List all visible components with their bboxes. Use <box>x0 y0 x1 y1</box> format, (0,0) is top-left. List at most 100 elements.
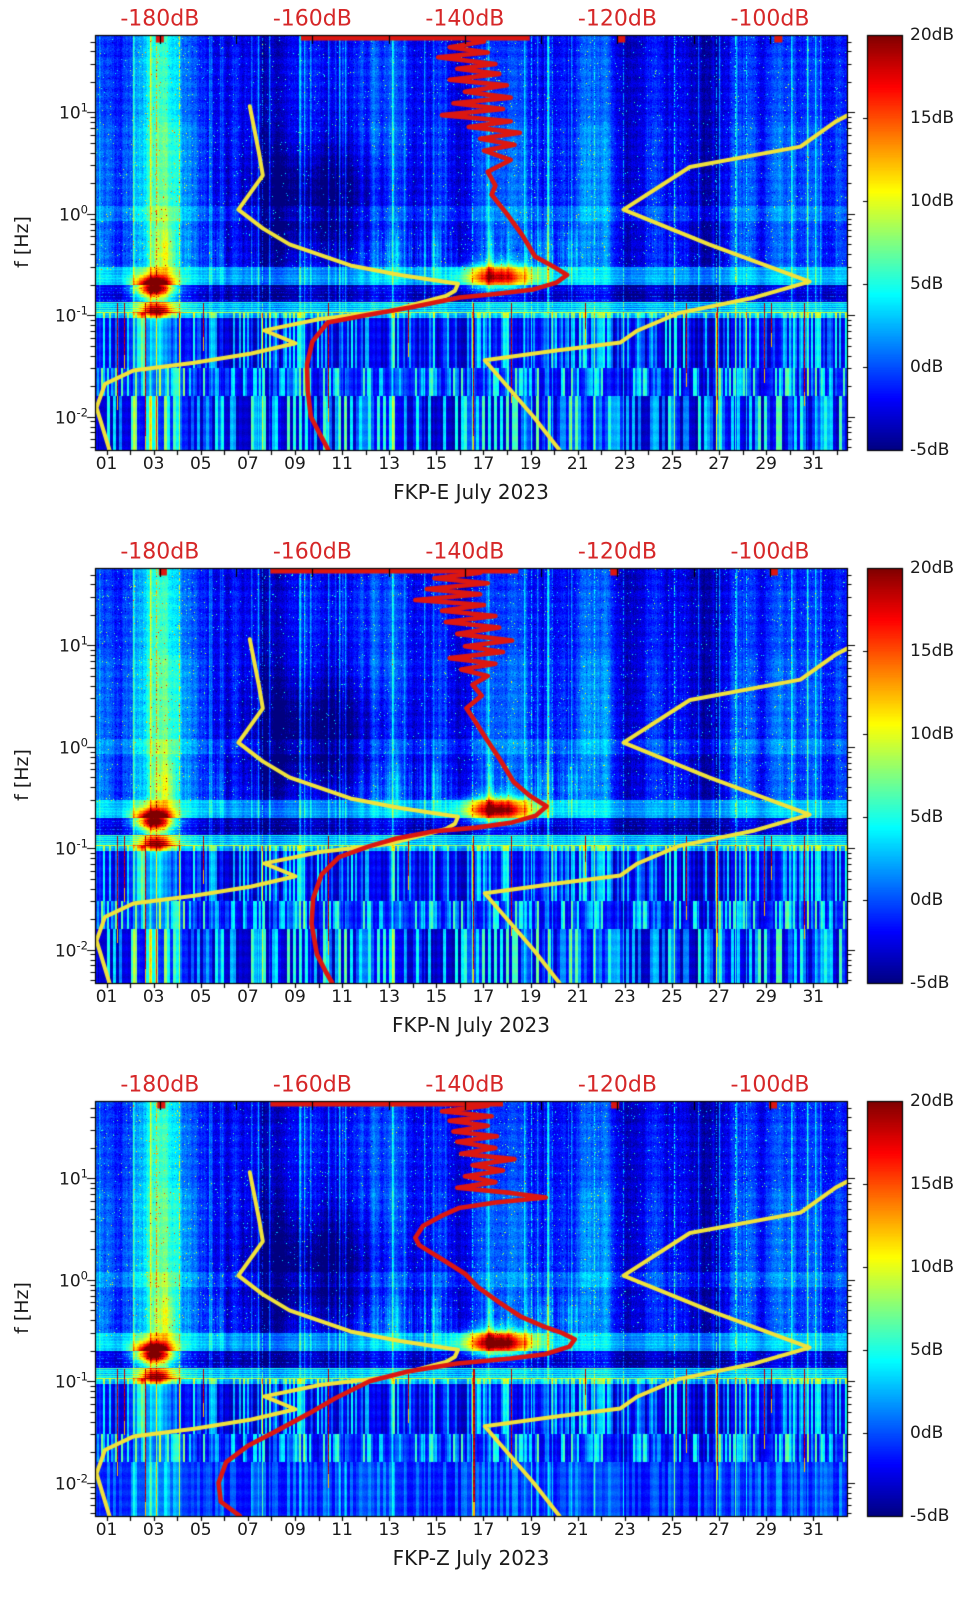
x-tick-label: 03 <box>142 987 165 1007</box>
spectrogram-canvas-fkp-z <box>0 1066 962 1599</box>
x-tick-label: 09 <box>284 1520 306 1540</box>
subplot-title: FKP-Z July 2023 <box>392 1546 550 1570</box>
x-tick-label: 11 <box>331 1520 353 1540</box>
colorbar-tick-label: 5dB <box>910 807 944 827</box>
y-tick-label: 10-1 <box>54 836 88 860</box>
colorbar-tick-label: 5dB <box>910 274 944 294</box>
colorbar-tick-label: -5dB <box>910 440 950 460</box>
y-axis-label: f [Hz] <box>11 1282 33 1334</box>
y-tick-label: 100 <box>59 735 88 759</box>
x-tick-label: 27 <box>708 1520 730 1540</box>
x-tick-label: 03 <box>142 454 165 474</box>
colorbar-tick-label: 20dB <box>910 558 955 578</box>
x-tick-label: 05 <box>189 987 212 1007</box>
x-tick-label: 23 <box>614 1520 636 1540</box>
x-tick-label: 07 <box>237 987 259 1007</box>
x-tick-label: 15 <box>425 454 448 474</box>
subplot-fkp-e: f [Hz] FKP-E July 2023 -180dB -160dB -140d… <box>0 0 962 533</box>
x-tick-label: 19 <box>519 1520 542 1540</box>
x-tick-label: 23 <box>614 454 636 474</box>
top-axis-tick-label: -140dB <box>425 539 505 565</box>
subplot-fkp-n: f [Hz] FKP-N July 2023 -180dB -160dB -140d… <box>0 533 962 1066</box>
x-tick-label: 25 <box>661 454 683 474</box>
x-tick-label: 29 <box>755 454 778 474</box>
x-tick-label: 13 <box>378 987 401 1007</box>
y-tick-label: 10-2 <box>54 1471 88 1495</box>
x-tick-label: 31 <box>802 1520 825 1540</box>
top-axis-tick-label: -140dB <box>425 1072 505 1098</box>
x-tick-label: 07 <box>237 454 259 474</box>
x-tick-label: 25 <box>661 987 683 1007</box>
colorbar-tick-label: 15dB <box>910 1174 955 1194</box>
y-tick-label: 101 <box>59 634 88 657</box>
x-tick-label: 27 <box>708 987 730 1007</box>
x-tick-label: 11 <box>331 454 353 474</box>
x-tick-label: 11 <box>331 987 353 1007</box>
spectrogram-canvas-fkp-e <box>0 0 962 533</box>
y-tick-label: 10-2 <box>54 938 88 962</box>
x-tick-label: 31 <box>802 454 825 474</box>
colorbar-tick-label: 0dB <box>910 890 944 910</box>
top-axis-tick-label: -180dB <box>120 1072 200 1098</box>
colorbar-tick-label: 10dB <box>910 724 955 744</box>
x-tick-label: 01 <box>95 1520 118 1540</box>
colorbar-tick-label: -5dB <box>910 973 950 993</box>
top-axis-tick-label: -120dB <box>577 6 657 32</box>
top-axis-tick-label: -160dB <box>272 6 352 32</box>
x-tick-label: 29 <box>755 1520 778 1540</box>
y-axis-label: f [Hz] <box>11 216 33 268</box>
colorbar-tick-label: 15dB <box>910 641 955 661</box>
top-axis-tick-label: -140dB <box>425 6 505 32</box>
colorbar-tick-label: -5dB <box>910 1506 950 1526</box>
x-tick-label: 07 <box>237 1520 259 1540</box>
top-axis-tick-label: -160dB <box>272 539 352 565</box>
x-tick-label: 19 <box>519 987 542 1007</box>
top-axis-tick-label: -120dB <box>577 1072 657 1098</box>
x-tick-label: 21 <box>566 987 589 1007</box>
x-tick-label: 09 <box>284 987 306 1007</box>
subplot-title: FKP-E July 2023 <box>393 480 549 504</box>
x-tick-label: 01 <box>95 987 118 1007</box>
colorbar-tick-label: 15dB <box>910 108 955 128</box>
x-tick-label: 05 <box>189 454 212 474</box>
x-tick-label: 17 <box>472 1520 495 1540</box>
x-tick-label: 09 <box>284 454 306 474</box>
y-tick-label: 101 <box>59 1167 88 1190</box>
x-tick-label: 23 <box>614 987 636 1007</box>
colorbar-tick-label: 20dB <box>910 25 955 45</box>
x-tick-label: 27 <box>708 454 730 474</box>
spectrogram-canvas-fkp-n <box>0 533 962 1066</box>
x-tick-label: 03 <box>142 1520 165 1540</box>
colorbar-tick-label: 0dB <box>910 1423 944 1443</box>
y-tick-label: 101 <box>59 101 88 124</box>
y-tick-label: 100 <box>59 1268 88 1292</box>
y-tick-label: 10-1 <box>54 1369 88 1393</box>
x-tick-label: 17 <box>472 987 495 1007</box>
x-tick-label: 21 <box>566 1520 589 1540</box>
top-axis-tick-label: -160dB <box>272 1072 352 1098</box>
top-axis-tick-label: -100dB <box>730 1072 810 1098</box>
x-tick-label: 19 <box>519 454 542 474</box>
x-tick-label: 29 <box>755 987 778 1007</box>
y-tick-label: 10-2 <box>54 405 88 429</box>
x-tick-label: 05 <box>189 1520 212 1540</box>
x-tick-label: 15 <box>425 987 448 1007</box>
top-axis-tick-label: -120dB <box>577 539 657 565</box>
top-axis-tick-label: -180dB <box>120 539 200 565</box>
x-tick-label: 13 <box>378 454 401 474</box>
colorbar-tick-label: 10dB <box>910 1257 955 1277</box>
colorbar-tick-label: 5dB <box>910 1340 944 1360</box>
x-tick-label: 13 <box>378 1520 401 1540</box>
x-tick-label: 01 <box>95 454 118 474</box>
x-tick-label: 31 <box>802 987 825 1007</box>
subplot-fkp-z: f [Hz] FKP-Z July 2023 -180dB -160dB -140d… <box>0 1066 962 1599</box>
x-tick-label: 17 <box>472 454 495 474</box>
x-tick-label: 25 <box>661 1520 683 1540</box>
y-axis-label: f [Hz] <box>11 749 33 801</box>
top-axis-tick-label: -100dB <box>730 539 810 565</box>
colorbar-tick-label: 20dB <box>910 1091 955 1111</box>
y-tick-label: 10-1 <box>54 303 88 327</box>
subplot-title: FKP-N July 2023 <box>392 1013 550 1037</box>
colorbar-tick-label: 0dB <box>910 357 944 377</box>
